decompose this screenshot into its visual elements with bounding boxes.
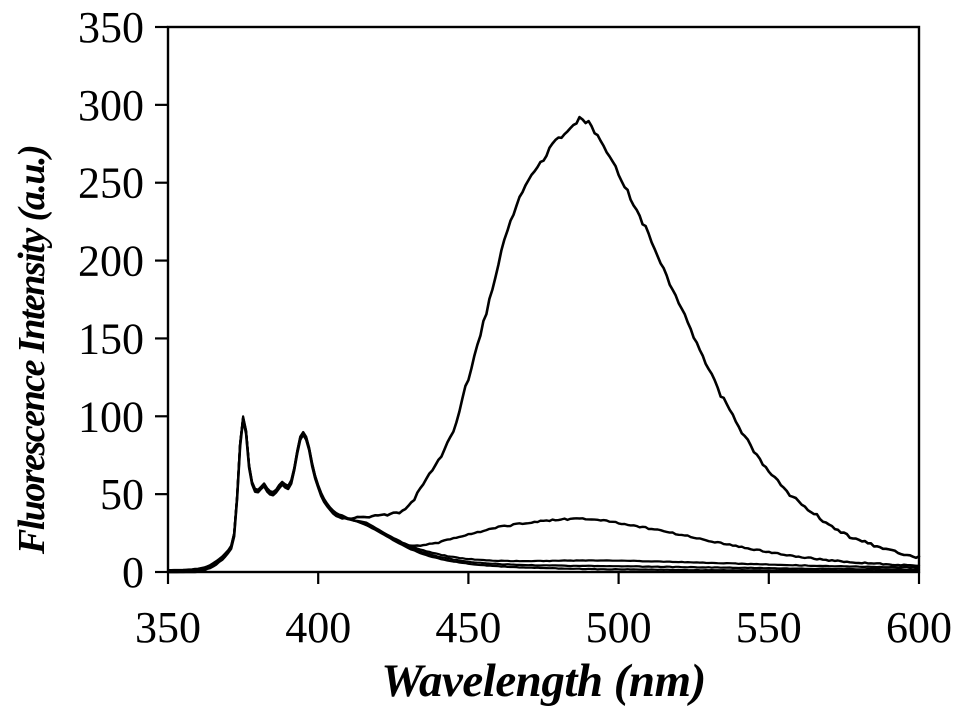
y-tick-label: 150 [78,314,144,363]
y-tick-label: 100 [78,392,144,441]
spectrum-2-weak-excimer-band [166,417,921,574]
spectrum-1-strong-excimer-band [166,115,921,574]
x-tick-label: 450 [435,603,501,652]
spectrum-3-monomer-only [166,416,921,573]
x-axis-title: Wavelength (nm) [381,655,706,707]
x-tick-label: 550 [736,603,802,652]
y-tick-label: 0 [122,548,144,597]
x-tick-label: 500 [586,603,652,652]
x-tick-label: 400 [285,603,351,652]
y-tick-label: 50 [100,470,144,519]
x-tick-label: 350 [135,603,201,652]
plot-border [166,25,921,574]
spectrum-5-monomer-only [166,415,921,573]
y-tick-label: 350 [78,3,144,52]
y-tick-label: 200 [78,237,144,286]
spectrum-4-monomer-only [166,416,921,572]
y-tick-label: 250 [78,159,144,208]
y-tick-label: 300 [78,81,144,130]
x-tick-label: 600 [886,603,952,652]
